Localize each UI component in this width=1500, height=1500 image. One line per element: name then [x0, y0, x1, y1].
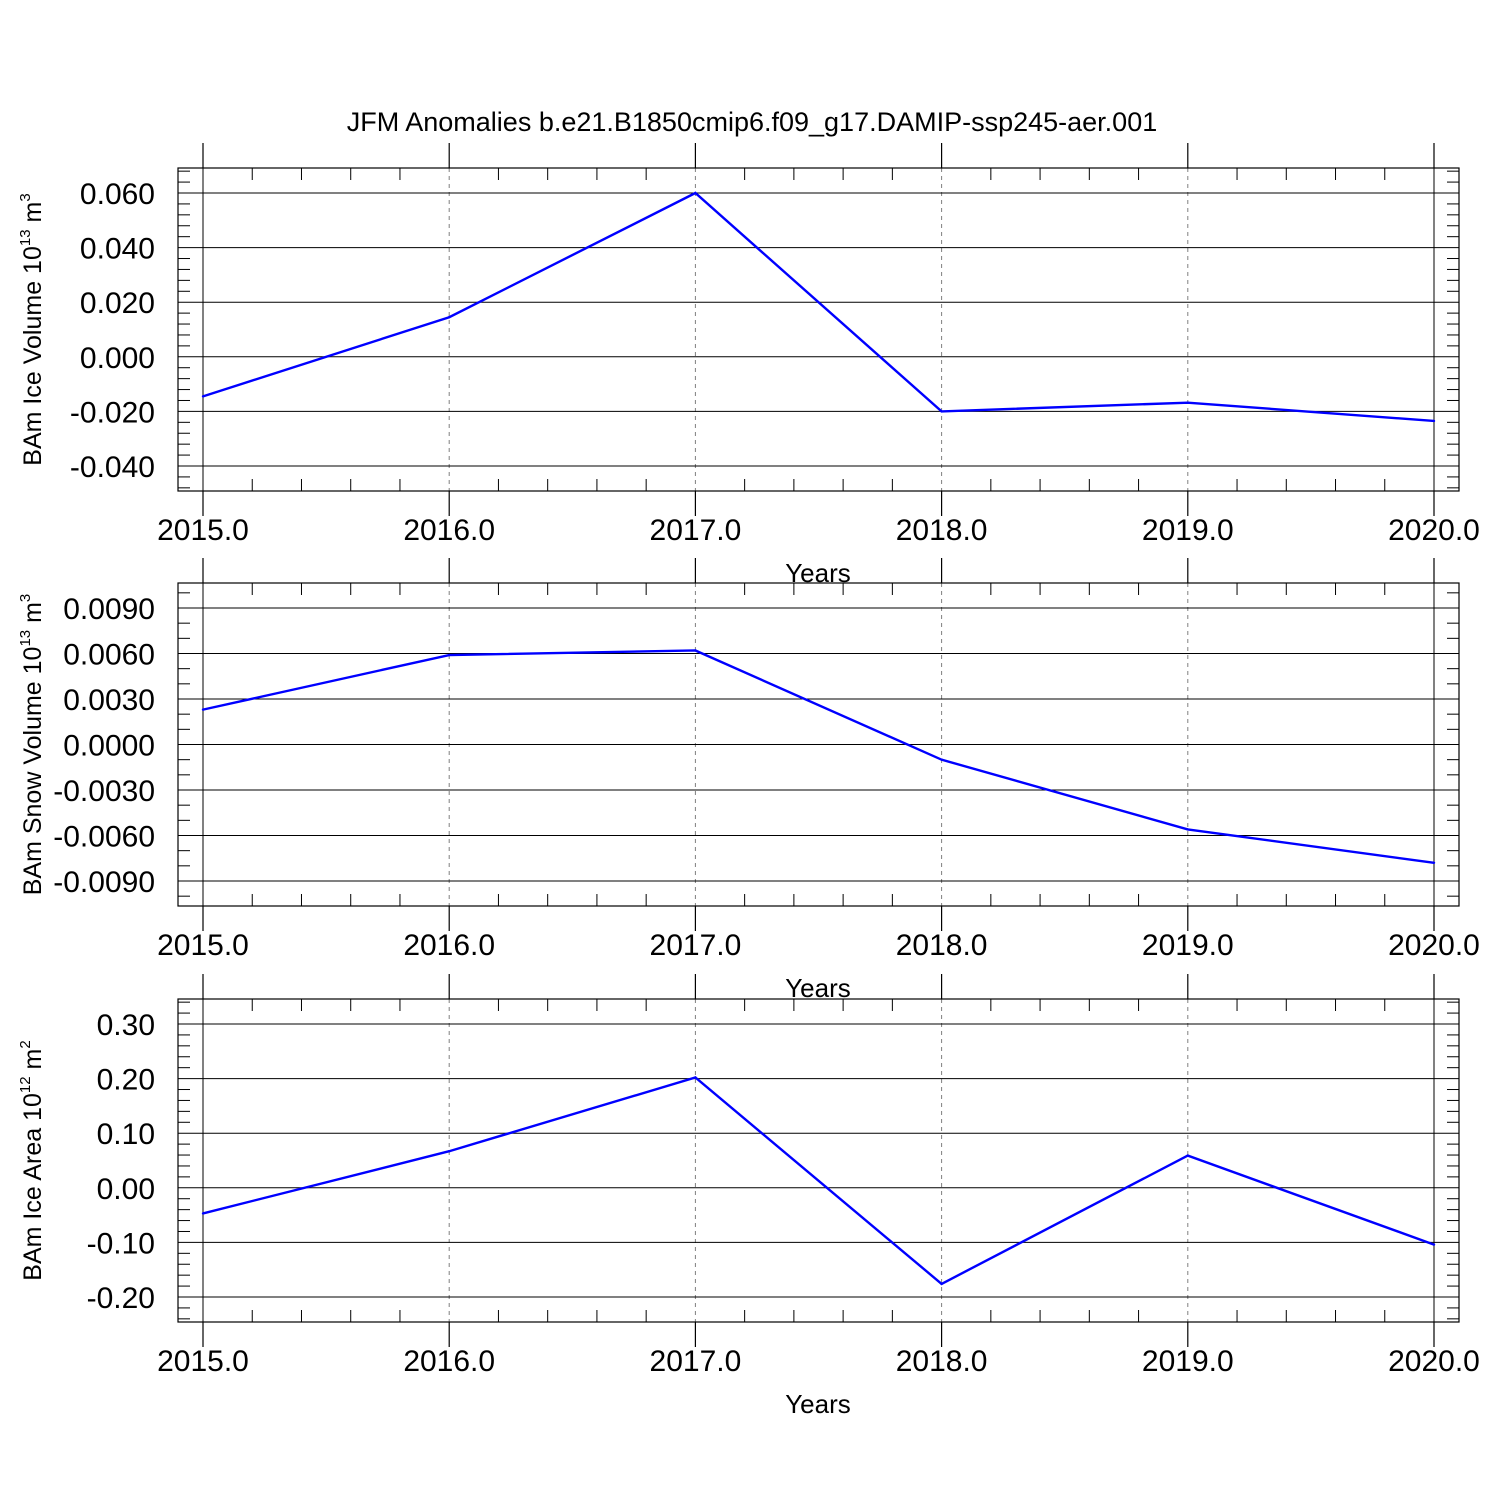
x-tick-label: 2015.0 [157, 514, 249, 547]
data-point [1432, 861, 1436, 864]
data-point [694, 1076, 697, 1079]
x-tick-label: 2018.0 [896, 929, 988, 962]
data-point [940, 758, 943, 761]
y-axis-label: BAm Ice Area 1012 m2 [17, 1040, 47, 1280]
plot-frame [177, 167, 1460, 492]
y-axis-label: BAm Ice Volume 1013 m3 [17, 193, 47, 465]
data-point [940, 410, 943, 413]
series-line [202, 191, 1435, 423]
figure-title: JFM Anomalies b.e21.B1850cmip6.f09_g17.D… [347, 107, 1157, 137]
data-point [940, 1282, 943, 1286]
y-tick-label: -0.0090 [53, 866, 155, 899]
y-tick-label: -0.0030 [53, 775, 155, 808]
x-tick-label: 2015.0 [157, 1345, 249, 1378]
y-tick-label: -0.10 [87, 1227, 155, 1260]
x-tick-label: 2019.0 [1142, 1345, 1234, 1378]
data-point [201, 708, 205, 711]
y-axis-label-unit-exponent: 3 [17, 193, 34, 201]
y-axis-label-text: BAm Snow Volume 10 [19, 647, 47, 896]
y-tick-label: 0.0000 [63, 730, 155, 763]
y-tick-label: 0.00 [97, 1173, 155, 1206]
y-tick-label: -0.020 [70, 396, 155, 429]
data-point [1432, 1243, 1436, 1246]
y-axis-label-unit-exponent: 3 [17, 594, 34, 602]
data-point [448, 653, 451, 657]
y-tick-label: -0.040 [70, 451, 155, 484]
x-tick-label: 2020.0 [1388, 514, 1480, 547]
x-tick-label: 2016.0 [403, 929, 495, 962]
y-tick-label: 0.0090 [63, 593, 155, 626]
data-point [448, 316, 451, 319]
plot-frame [177, 998, 1460, 1323]
x-axis-label: Years [785, 1389, 851, 1419]
x-tick-label: 2020.0 [1388, 1345, 1480, 1378]
y-tick-label: 0.0030 [63, 684, 155, 717]
y-tick-label: 0.040 [80, 233, 155, 266]
x-axis-label: Years [785, 973, 851, 1003]
data-point [201, 1212, 205, 1215]
y-tick-label: 0.060 [80, 178, 155, 211]
chart-panel-2: 0.0090 0.0060 0.0030 0.0000 -0.0030 -0.0060 -0… [17, 558, 1480, 1003]
x-tick-label: 2017.0 [650, 514, 742, 547]
y-tick-label: 0.0060 [63, 639, 155, 672]
y-tick-label: 0.30 [97, 1009, 155, 1042]
data-point [201, 395, 205, 398]
x-tick-label: 2015.0 [157, 929, 249, 962]
x-tick-label: 2018.0 [896, 514, 988, 547]
x-tick-label: 2016.0 [403, 1345, 495, 1378]
y-axis-label-unit-exponent: 2 [17, 1040, 34, 1048]
data-point [448, 1150, 451, 1153]
data-point [1186, 1154, 1190, 1157]
y-axis-label-unit: m [19, 202, 47, 230]
y-tick-label: 0.020 [80, 287, 155, 320]
y-tick-label: 0.000 [80, 342, 155, 375]
x-tick-label: 2019.0 [1142, 929, 1234, 962]
data-point [1186, 401, 1190, 404]
y-axis-label-exponent: 12 [17, 1076, 34, 1093]
series-line [202, 1076, 1435, 1286]
y-axis-label-text: BAm Ice Area 10 [19, 1093, 47, 1281]
y-axis-label-exponent: 13 [17, 229, 34, 246]
series-line [202, 649, 1435, 864]
y-tick-label: -0.0060 [53, 821, 155, 854]
y-axis-label-unit: m [19, 602, 47, 630]
y-tick-label: 0.20 [97, 1064, 155, 1097]
x-tick-label: 2017.0 [650, 1345, 742, 1378]
y-tick-label: 0.10 [97, 1118, 155, 1151]
data-point [694, 191, 697, 195]
x-tick-label: 2017.0 [650, 929, 742, 962]
x-tick-label: 2019.0 [1142, 514, 1234, 547]
x-tick-label: 2016.0 [403, 514, 495, 547]
y-axis-label: BAm Snow Volume 1013 m3 [17, 594, 47, 896]
y-tick-label: -0.20 [87, 1282, 155, 1315]
y-axis-label-unit: m [19, 1049, 47, 1077]
data-point [694, 649, 697, 652]
x-tick-label: 2018.0 [896, 1345, 988, 1378]
y-axis-label-text: BAm Ice Volume 10 [19, 246, 47, 466]
y-axis-label-exponent: 13 [17, 630, 34, 647]
data-point [1186, 828, 1190, 831]
x-tick-label: 2020.0 [1388, 929, 1480, 962]
data-point [1432, 419, 1436, 423]
